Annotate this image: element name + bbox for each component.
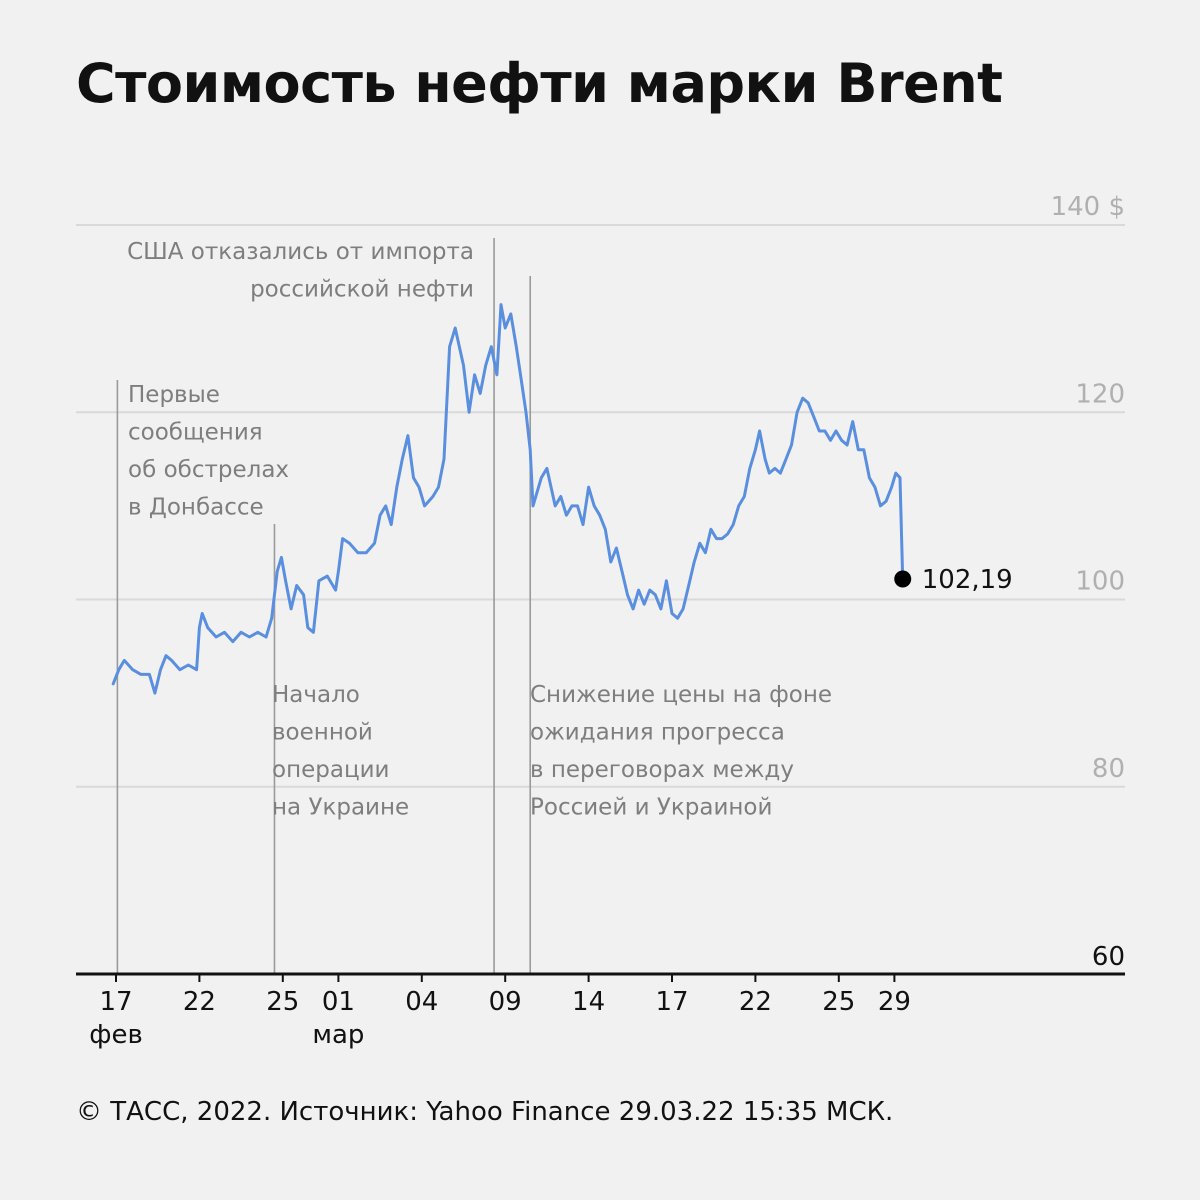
annotation-text: российской нефти [250, 277, 474, 303]
x-tick-label: 22 [739, 987, 772, 1017]
annotation-text: ожидания прогресса [530, 720, 785, 746]
annotation-text: военной [272, 720, 373, 746]
annotation-text: Россией и Украиной [530, 795, 772, 821]
x-tick-label: 17 [99, 987, 132, 1017]
x-tick-label: 14 [572, 987, 605, 1017]
x-tick-label: 25 [266, 987, 299, 1017]
annotation-text: об обстрелах [128, 457, 289, 483]
annotation-text: операции [272, 757, 390, 783]
y-tick-label: 60 [1092, 942, 1125, 972]
annotation-text: Снижение цены на фоне [530, 682, 832, 708]
annotation-text: Начало [272, 682, 360, 708]
annotation-text: сообщения [128, 420, 263, 446]
annotation-text: Первые [128, 382, 220, 408]
x-tick-label: 25 [822, 987, 855, 1017]
last-value-marker [894, 570, 912, 588]
y-tick-label: 100 [1075, 567, 1125, 597]
x-tick-label: 04 [405, 987, 438, 1017]
annotation-text: США отказались от импорта [127, 239, 474, 265]
source-footer: © ТАСС, 2022. Источник: Yahoo Finance 29… [76, 1097, 894, 1127]
x-tick-label: 29 [878, 987, 911, 1017]
x-tick-label: 17 [655, 987, 688, 1017]
y-tick-label: 80 [1092, 754, 1125, 784]
annotation-text: на Украине [272, 795, 409, 821]
x-tick-sublabel: фев [89, 1020, 143, 1050]
y-tick-label: 120 [1075, 379, 1125, 409]
last-value-label: 102,19 [922, 565, 1013, 595]
brent-price-line [111, 303, 905, 695]
x-tick-label: 22 [183, 987, 216, 1017]
annotation-text: в Донбассе [128, 495, 264, 521]
x-tick-sublabel: мар [312, 1020, 364, 1050]
x-tick-label: 09 [489, 987, 522, 1017]
chart-title: Стоимость нефти марки Brent [76, 52, 1003, 115]
y-tick-label: 140 $ [1051, 192, 1125, 222]
annotation-text: в переговорах между [530, 757, 794, 783]
x-tick-label: 01 [322, 987, 355, 1017]
